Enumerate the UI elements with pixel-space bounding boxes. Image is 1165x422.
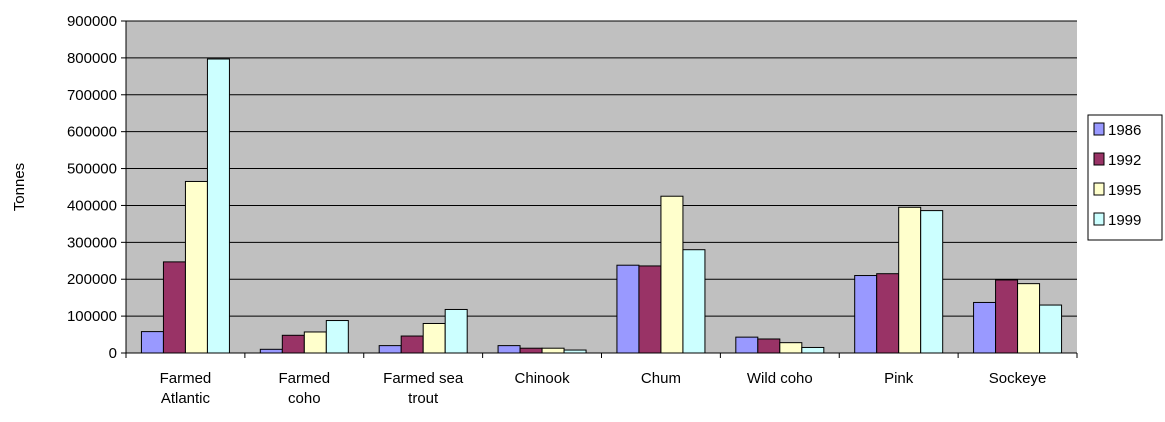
- x-tick-label: Farmed sea: [383, 370, 464, 387]
- x-tick-label: Chinook: [515, 370, 571, 387]
- bar-1986: [735, 336, 759, 354]
- bar-1992: [400, 335, 424, 354]
- y-axis-label: Tonnes: [11, 163, 28, 211]
- bar-1995: [184, 180, 208, 354]
- x-tick-label: trout: [408, 390, 439, 407]
- x-tick-label: Wild coho: [747, 370, 813, 387]
- legend-label: 1999: [1108, 212, 1141, 229]
- y-tick-label: 100000: [67, 308, 117, 325]
- x-tick-label: coho: [288, 390, 321, 407]
- x-axis-ticks: Farmed Atlantic Farmed coho Farmed sea trout C…: [125, 353, 1078, 407]
- bar-1992: [757, 338, 781, 354]
- y-tick-label: 300000: [67, 234, 117, 251]
- y-tick-label: 500000: [67, 161, 117, 178]
- gridlines: [126, 20, 1077, 317]
- bar-1986: [259, 348, 283, 354]
- bar-1986: [378, 345, 402, 354]
- bar-1992: [638, 265, 662, 354]
- x-tick-label: Chum: [641, 370, 681, 387]
- bar-1999: [444, 308, 468, 354]
- y-tick-label: 600000: [67, 124, 117, 141]
- legend-label: 1986: [1108, 122, 1141, 139]
- legend-label: 1995: [1108, 182, 1141, 199]
- bar-1986: [140, 331, 164, 354]
- bar-1992: [519, 347, 543, 354]
- y-tick-label: 200000: [67, 271, 117, 288]
- x-tick-label: Atlantic: [161, 390, 211, 407]
- bar-1986: [497, 345, 521, 354]
- bar-1999: [920, 210, 944, 354]
- legend-label: 1992: [1108, 152, 1141, 169]
- legend-swatch-1995: [1093, 182, 1105, 196]
- bar-1992: [876, 273, 900, 354]
- x-tick-label: Farmed: [160, 370, 212, 387]
- bar-1995: [1017, 283, 1041, 354]
- y-tick-label: 800000: [67, 50, 117, 67]
- y-axis-ticks: 0 100000 200000 300000 400000 500000 600000 700…: [67, 13, 126, 362]
- bar-1999: [206, 58, 230, 354]
- legend-swatch-1992: [1093, 152, 1105, 166]
- bar-1992: [162, 261, 186, 354]
- bar-1999: [325, 320, 349, 354]
- bar-1995: [898, 206, 922, 354]
- bar-1992: [995, 279, 1019, 354]
- legend-swatch-1986: [1093, 122, 1105, 136]
- bar-1986: [854, 275, 878, 354]
- y-tick-label: 700000: [67, 87, 117, 104]
- bars: [140, 58, 1063, 354]
- bar-1995: [660, 195, 684, 354]
- x-tick-label: Farmed: [278, 370, 330, 387]
- bar-1999: [801, 346, 825, 354]
- y-tick-label: 900000: [67, 13, 117, 30]
- y-tick-label: 0: [109, 345, 117, 362]
- bar-1992: [281, 334, 305, 354]
- bar-1995: [422, 322, 446, 354]
- bar-1995: [779, 342, 803, 354]
- bar-1995: [303, 331, 327, 354]
- x-tick-label: Sockeye: [989, 370, 1047, 387]
- y-tick-label: 400000: [67, 197, 117, 214]
- legend: 1986 1992 1995 1999: [1087, 114, 1163, 241]
- bar-1986: [973, 301, 997, 354]
- bar-1995: [541, 347, 565, 354]
- bar-1999: [682, 249, 706, 354]
- legend-swatch-1999: [1093, 212, 1105, 226]
- bar-1999: [1039, 304, 1063, 354]
- bar-1986: [616, 264, 640, 354]
- x-tick-label: Pink: [884, 370, 914, 387]
